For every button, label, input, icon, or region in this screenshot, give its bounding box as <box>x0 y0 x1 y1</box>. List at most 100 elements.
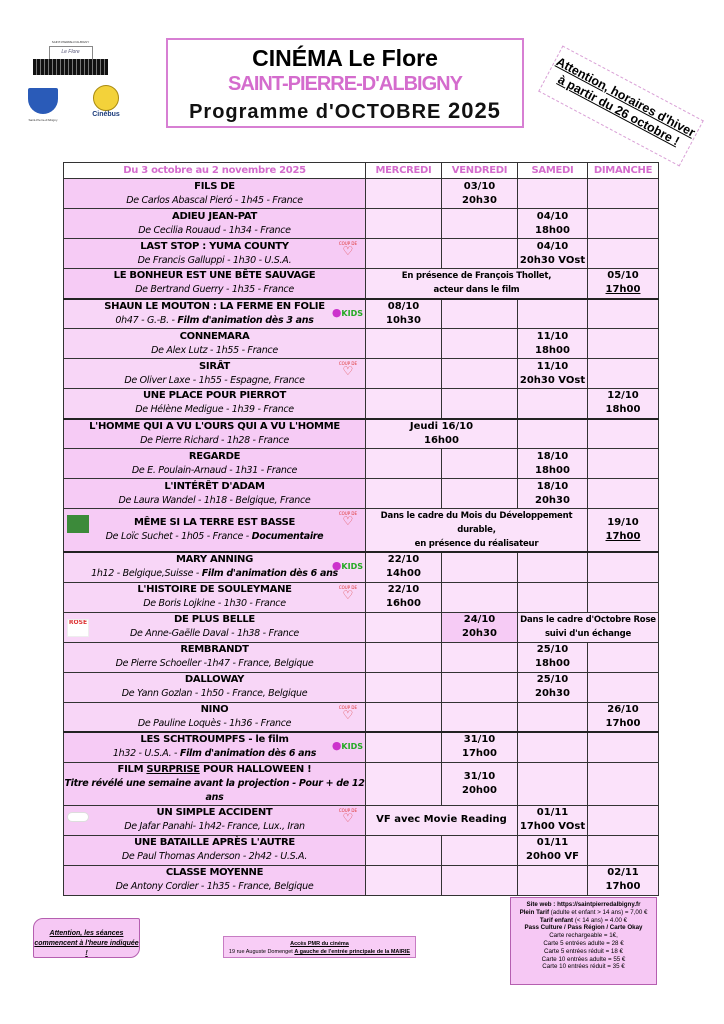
empty-cell <box>587 731 659 763</box>
pmr-access-box: Accès PMR du cinéma 19 rue Auguste Domen… <box>223 936 416 958</box>
session-cell: 18/10 18h00 <box>517 448 588 479</box>
film-cell: SHAUN LE MOUTON : LA FERME EN FOLIE 0h47 … <box>63 297 366 329</box>
cinebus-logo: Cinébus <box>88 85 124 125</box>
session-cell: 03/10 20h30 <box>441 178 518 209</box>
session-time: 18h00 <box>535 224 570 236</box>
session-cell: 19/10 17h00 <box>587 508 659 553</box>
film-info: De Oliver Laxe - 1h55 - Espagne, France <box>124 374 305 386</box>
film-details: De Hélène Medigue - 1h39 - France <box>64 403 365 417</box>
film-info: De E. Poulain-Arnaud - 1h31 - France <box>131 464 298 476</box>
film-cell: FILM SURPRISE POUR HALLOWEEN ! Titre révé… <box>63 761 366 806</box>
session-date: 01/11 <box>536 807 569 818</box>
empty-cell <box>587 834 659 866</box>
empty-cell <box>441 238 518 269</box>
logo-text: SAINT-PIERRE-D'ALBIGNY <box>51 40 90 44</box>
empty-cell <box>365 448 442 479</box>
film-row: LAST STOP : YUMA COUNTY De Francis Gallup… <box>63 238 659 269</box>
film-title: NINO <box>200 703 229 715</box>
ribbon-line-1: Attention, horaires d'hiver <box>553 54 698 140</box>
session-date: 12/10 <box>607 390 639 402</box>
website-link[interactable]: Site web : https://saintpierredalbigny.f… <box>526 901 641 908</box>
empty-cell <box>517 551 588 583</box>
session-date: Jeudi 16/10 <box>409 420 474 432</box>
film-info: 1h32 - U.S.A. - <box>112 748 180 760</box>
session-date: 19/10 <box>607 517 639 528</box>
note-line: Dans le cadre d'Octobre Rose <box>520 615 656 625</box>
session-date: 04/10 <box>536 210 569 222</box>
film-title: L'INTÉRÊT D'ADAM <box>164 480 265 492</box>
film-info: De Loïc Suchet - 1h05 - France - <box>105 531 252 542</box>
session-time: 17h00 <box>605 881 641 892</box>
session-date: 25/10 <box>536 674 569 685</box>
session-cell: 22/10 14h00 <box>365 551 442 583</box>
empty-cell <box>587 641 659 673</box>
note-line: VF avec Movie Reading <box>376 814 507 825</box>
session-cell: 08/10 10h30 <box>365 297 442 329</box>
price-line: Carte 5 entrées réduit = 18 € <box>544 947 623 955</box>
note-line: en présence du réalisateur <box>414 539 539 549</box>
film-title: FILM SURPRISE POUR HALLOWEEN ! <box>117 763 312 775</box>
film-row: UNE BATAILLE APRÈS L'AUTRE De Paul Thomas… <box>63 834 659 866</box>
film-cell: ADIEU JEAN-PAT De Cecilia Rouaud - 1h34 -… <box>63 208 366 239</box>
empty-cell <box>441 388 518 419</box>
film-title: UN SIMPLE ACCIDENT <box>156 807 273 818</box>
empty-cell <box>587 478 659 509</box>
film-details: De Anne-Gaëlle Daval - 1h38 - France <box>64 627 365 641</box>
kids-balloon-icon: KIDS <box>332 559 363 574</box>
film-details: De Paul Thomas Anderson - 2h42 - U.S.A. <box>64 850 365 864</box>
film-row: SIRÂT De Oliver Laxe - 1h55 - Espagne, Fr… <box>63 358 659 389</box>
session-date: 26/10 <box>607 703 639 715</box>
session-time: 17h00 <box>605 284 641 296</box>
pmr-title: Accès PMR du cinéma <box>290 941 349 947</box>
film-title: CONNEMARA <box>179 330 250 342</box>
coup-de-coeur-heart-icon: COUP DE ♡ <box>338 241 357 258</box>
session-time: 20h30 <box>535 688 570 699</box>
program-table: Du 3 octobre au 2 novembre 2025 MERCREDI… <box>63 162 659 896</box>
empty-cell <box>517 864 588 896</box>
film-details: De E. Poulain-Arnaud - 1h31 - France <box>64 464 365 478</box>
empty-cell <box>441 448 518 479</box>
session-time: 18h00 <box>535 464 570 476</box>
empty-cell <box>365 731 442 763</box>
film-cell: UN SIMPLE ACCIDENT De Jafar Panahi- 1h42-… <box>63 804 366 836</box>
session-date: 31/10 <box>463 770 496 782</box>
empty-cell <box>587 804 659 836</box>
film-row: DALLOWAY De Yann Gozlan - 1h50 - France, … <box>63 671 659 703</box>
film-row: REMBRANDT De Pierre Schoeller -1h47 - Fra… <box>63 641 659 673</box>
film-details: De Laura Wandel - 1h18 - Belgique, Franc… <box>64 494 365 508</box>
empty-cell <box>365 388 442 419</box>
kids-balloon-icon: KIDS <box>332 306 363 321</box>
empty-cell <box>587 417 659 449</box>
pass-info: Pass Culture / Pass Région / Carte Okay <box>524 924 643 932</box>
session-date: 31/10 <box>463 734 496 746</box>
price-line: Carte rechargeable = 1€, <box>549 932 618 940</box>
session-time: 18h00 <box>535 658 570 669</box>
film-note: Film d'animation dès 6 ans <box>201 568 339 580</box>
film-details: De Pauline Loquès - 1h36 - France <box>64 717 365 731</box>
film-info: De Boris Lojkine - 1h30 - France <box>143 598 286 609</box>
film-cell: LAST STOP : YUMA COUNTY De Francis Gallup… <box>63 238 366 269</box>
film-row: UNE PLACE POUR PIERROT De Hélène Medigue … <box>63 388 659 419</box>
film-cell: CONNEMARA De Alex Lutz - 1h55 - France <box>63 328 366 359</box>
film-details: Titre révélé une semaine avant la projec… <box>64 777 365 805</box>
session-time: 18h00 <box>535 344 570 356</box>
film-cell: MÊME SI LA TERRE EST BASSE De Loïc Suchet… <box>63 508 366 553</box>
film-title: L'HOMME QUI A VU L'OURS QUI A VU L'HOMME <box>89 420 340 432</box>
empty-cell <box>587 238 659 269</box>
session-cell: 18/10 20h30 <box>517 478 588 509</box>
session-date: 22/10 <box>387 584 420 595</box>
session-cell: Jeudi 16/10 16h00 <box>365 417 518 449</box>
film-details: De Boris Lojkine - 1h30 - France <box>64 597 365 611</box>
start-time-warning: Attention, les séances commencent à l'he… <box>33 918 140 958</box>
session-time: 20h30 VOst <box>519 374 586 386</box>
film-note: Titre révélé une semaine avant la projec… <box>64 777 365 803</box>
session-cell: 26/10 17h00 <box>587 701 659 733</box>
session-date: 11/10 <box>536 330 569 342</box>
logo-name: Le Flore <box>61 49 80 55</box>
session-date: 03/10 <box>463 180 496 192</box>
empty-cell <box>365 358 442 389</box>
film-row: L'HOMME QUI A VU L'OURS QUI A VU L'HOMME… <box>63 417 659 449</box>
empty-cell <box>441 478 518 509</box>
tarif-enfant-label: Tarif enfant <box>539 916 574 924</box>
film-title: UNE PLACE POUR PIERROT <box>142 390 287 402</box>
